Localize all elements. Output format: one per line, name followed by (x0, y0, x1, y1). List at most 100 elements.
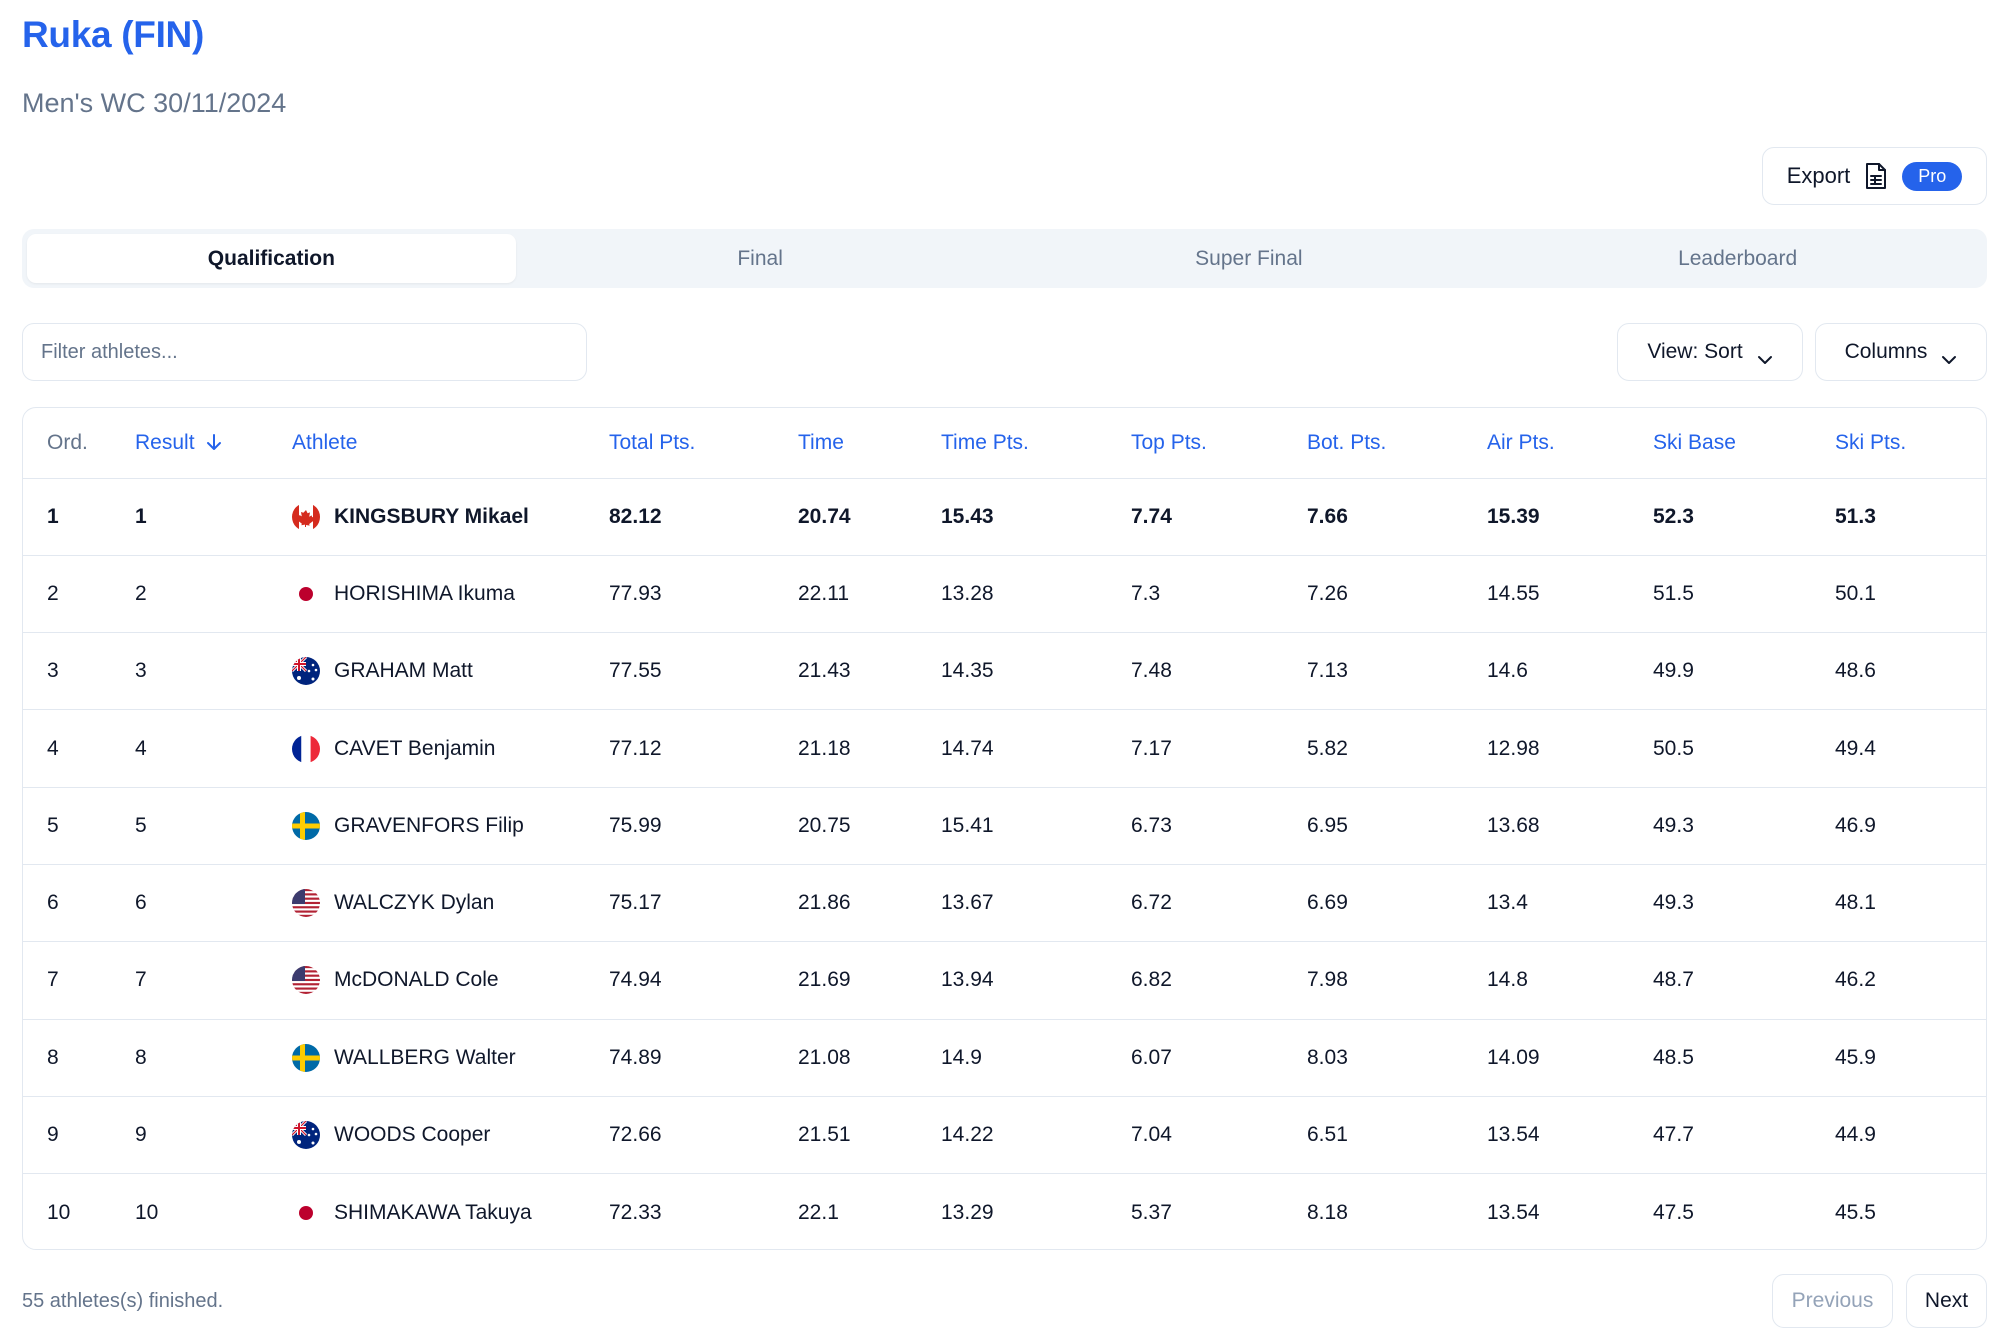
export-label: Export (1786, 163, 1851, 188)
cell-top-pts: 6.73 (1107, 787, 1283, 865)
column-header-result[interactable]: Result (111, 408, 268, 479)
athlete-info: CAVET Benjamin (292, 734, 585, 763)
column-header-athlete[interactable]: Athlete (268, 408, 585, 479)
cell-ord: 4 (23, 709, 111, 788)
column-header-top-pts[interactable]: Top Pts. (1107, 408, 1283, 479)
athlete-cell: GRAVENFORS Filip (268, 787, 585, 865)
cell-total: 82.12 (585, 478, 774, 556)
column-header-result-label: Result (135, 430, 195, 454)
cell-time: 22.11 (774, 555, 917, 634)
table-row[interactable]: 9 9 WOODS Cooper 72.66 21.51 14.22 7.04 6.51 13.… (23, 1096, 1986, 1175)
cell-total: 77.93 (585, 555, 774, 634)
cell-ski-base: 49.3 (1629, 787, 1811, 865)
next-page-button[interactable]: Next (1906, 1274, 1987, 1328)
canada-flag-icon (292, 502, 320, 531)
column-header-air-pts[interactable]: Air Pts. (1463, 408, 1629, 479)
cell-bot-pts: 7.26 (1283, 555, 1463, 634)
athlete-info: WALLBERG Walter (292, 1043, 585, 1072)
tab-super-final[interactable]: Super Final (1195, 246, 1303, 270)
cell-time-pts: 14.9 (917, 1019, 1107, 1097)
table-row[interactable]: 5 5 GRAVENFORS Filip 75.99 20.75 15.41 6.73 6.9… (23, 787, 1986, 865)
athlete-cell: WALLBERG Walter (268, 1019, 585, 1097)
cell-time-pts: 14.74 (917, 709, 1107, 788)
table-row[interactable]: 1 1 KINGSBURY Mikael 82.12 20.74 15.43 7.74 7.6… (23, 478, 1986, 556)
cell-result: 10 (135, 1200, 159, 1224)
column-header-total-pts[interactable]: Total Pts. (585, 408, 774, 479)
athlete-cell: HORISHIMA Ikuma (268, 555, 585, 634)
cell-bot-pts: 7.66 (1283, 478, 1463, 556)
table-row[interactable]: 10 10 SHIMAKAWA Takuya 72.33 22.1 13.29 5.37 8.… (23, 1174, 1986, 1249)
tab-final[interactable]: Final (737, 246, 783, 270)
cell-ski-pts: 45.9 (1811, 1019, 1986, 1097)
column-header-ord[interactable]: Ord. (23, 408, 111, 479)
cell-ski-pts: 48.1 (1811, 864, 1986, 943)
cell-result: 5 (111, 787, 268, 865)
table-row[interactable]: 2 2 HORISHIMA Ikuma 77.93 22.11 13.28 7.3 7.26 1… (23, 555, 1986, 634)
column-header-ski-base[interactable]: Ski Base (1629, 408, 1811, 479)
cell-time-pts: 14.35 (917, 632, 1107, 711)
table-row[interactable]: 6 6 WALCZYK Dylan 75.17 21.86 13.67 6.72 6.69 13… (23, 864, 1986, 943)
table-header-row: Ord. Result Athlete Total Pts. Time Time… (23, 408, 1986, 479)
table-row[interactable]: 4 4 CAVET Benjamin 77.12 21.18 14.74 7.17 5.82 1… (23, 709, 1986, 788)
cell-ord: 8 (23, 1019, 111, 1097)
cell-total: 77.55 (585, 632, 774, 711)
cell-air-pts: 12.98 (1463, 709, 1629, 788)
athlete-cell: CAVET Benjamin (268, 709, 585, 788)
table-row[interactable]: 7 7 McDONALD Cole 74.94 21.69 13.94 6.82 7.98 14… (23, 941, 1986, 1020)
cell-time-pts: 15.41 (917, 787, 1107, 865)
cell-result: 3 (111, 632, 268, 711)
cell-total: 74.94 (585, 941, 774, 1020)
column-header-time-pts[interactable]: Time Pts. (917, 408, 1107, 479)
athlete-info: WOODS Cooper (292, 1121, 585, 1150)
previous-page-button[interactable]: Previous (1772, 1274, 1893, 1328)
cell-top-pts: 6.07 (1107, 1019, 1283, 1097)
cell-time: 21.69 (774, 941, 917, 1020)
export-button[interactable]: Export Pro (1762, 147, 1987, 205)
tab-qualification[interactable]: Qualification (27, 234, 516, 283)
page-title: Ruka (FIN) (22, 14, 205, 55)
view-sort-dropdown[interactable]: View: Sort (1617, 323, 1803, 381)
view-sort-label: View: Sort (1647, 340, 1743, 363)
athlete-info: WALCZYK Dylan (292, 889, 585, 918)
column-header-ski-pts[interactable]: Ski Pts. (1811, 408, 1986, 479)
cell-time: 21.86 (774, 864, 917, 943)
cell-ski-base: 47.5 (1653, 1200, 1694, 1224)
cell-time: 20.74 (774, 478, 917, 556)
athlete-name: WALCZYK Dylan (334, 891, 495, 915)
cell-top-pts: 7.04 (1107, 1096, 1283, 1175)
cell-time: 20.75 (774, 787, 917, 865)
cell-ski-pts: 48.6 (1811, 632, 1986, 711)
athletes-finished-summary: 55 athletes(s) finished. (22, 1290, 224, 1312)
column-header-time[interactable]: Time (774, 408, 917, 479)
cell-result: 9 (111, 1096, 268, 1175)
tab-leaderboard[interactable]: Leaderboard (1678, 246, 1798, 270)
cell-top-pts: 7.74 (1107, 478, 1283, 556)
arrow-down-icon (205, 433, 223, 451)
cell-ski-pts: 49.4 (1811, 709, 1986, 788)
cell-bot-pts: 6.95 (1283, 787, 1463, 865)
athlete-cell: GRAHAM Matt (268, 632, 585, 711)
cell-total: 75.99 (585, 787, 774, 865)
cell-top-pts: 7.17 (1107, 709, 1283, 788)
columns-dropdown[interactable]: Columns (1815, 323, 1987, 381)
filter-athletes-input[interactable] (22, 323, 587, 381)
cell-time: 21.18 (774, 709, 917, 788)
cell-ski-base: 52.3 (1629, 478, 1811, 556)
chevron-down-icon (1941, 347, 1957, 364)
cell-total: 72.66 (585, 1096, 774, 1175)
cell-top-pts: 7.48 (1107, 632, 1283, 711)
cell-ski-base: 49.3 (1629, 864, 1811, 943)
cell-air-pts: 14.6 (1463, 632, 1629, 711)
japan-flag-icon (292, 1198, 320, 1227)
usa-flag-icon (292, 889, 320, 918)
column-header-bot-pts[interactable]: Bot. Pts. (1283, 408, 1463, 479)
table-row[interactable]: 3 3 GRAHAM Matt 77.55 21.43 14.35 7.48 7.13 14.6… (23, 632, 1986, 711)
cell-bot-pts: 8.03 (1283, 1019, 1463, 1097)
athlete-name: SHIMAKAWA Takuya (334, 1200, 532, 1224)
table-row[interactable]: 8 8 WALLBERG Walter 74.89 21.08 14.9 6.07 8.03 1… (23, 1019, 1986, 1097)
athlete-name: HORISHIMA Ikuma (334, 581, 515, 605)
cell-top-pts: 6.82 (1107, 941, 1283, 1020)
cell-ski-pts: 45.5 (1835, 1200, 1876, 1224)
cell-ski-pts: 46.9 (1811, 787, 1986, 865)
cell-time: 21.08 (774, 1019, 917, 1097)
